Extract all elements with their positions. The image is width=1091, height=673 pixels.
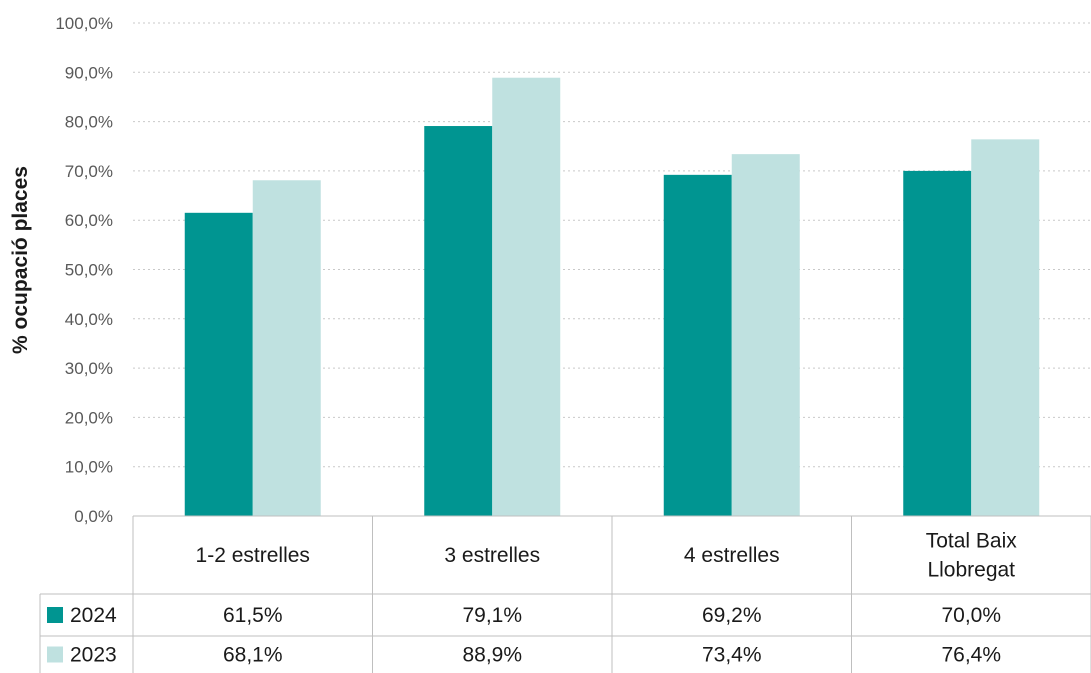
bar-2023-4	[971, 139, 1040, 516]
x-category-label: 3 estrelles	[444, 544, 540, 567]
data-label-2023: 68,1%	[223, 644, 283, 667]
y-tick-label: 90,0%	[65, 63, 113, 82]
legend-label-2024: 2024	[70, 604, 117, 627]
bar-2024-4	[903, 170, 972, 516]
data-label-2023: 88,9%	[462, 644, 522, 667]
y-tick-label: 70,0%	[65, 162, 113, 181]
bar-2023-3	[731, 154, 800, 516]
data-label-2023: 76,4%	[941, 644, 1001, 667]
y-tick-label: 0,0%	[74, 507, 113, 526]
data-table: 1-2 estrelles 3 estrelles 4 estrelles Total…	[39, 515, 1091, 673]
x-category-label: Llobregat	[927, 559, 1015, 582]
data-label-2024: 69,2%	[702, 604, 762, 627]
legend-swatch-2024	[47, 607, 63, 623]
y-tick-label: 50,0%	[65, 261, 113, 280]
legend-label-2023: 2023	[70, 644, 117, 667]
data-label-2024: 70,0%	[941, 604, 1001, 627]
x-category-label: 1-2 estrelles	[196, 544, 310, 567]
y-tick-label: 20,0%	[65, 408, 113, 427]
x-category-label: 4 estrelles	[684, 544, 780, 567]
y-tick-label: 60,0%	[65, 211, 113, 230]
bar-2023-2	[492, 77, 561, 517]
y-tick-label: 80,0%	[65, 113, 113, 132]
x-category-label: Total Baix	[926, 530, 1018, 553]
data-label-2024: 79,1%	[462, 604, 522, 627]
y-tick-label: 30,0%	[65, 359, 113, 378]
y-axis-label: % ocupació places	[9, 166, 32, 354]
data-label-2023: 73,4%	[702, 644, 762, 667]
bars	[184, 77, 1040, 517]
data-label-2024: 61,5%	[223, 604, 283, 627]
y-tick-label: 10,0%	[65, 458, 113, 477]
bar-2024-2	[424, 126, 493, 517]
bar-2023-1	[252, 180, 321, 516]
bar-2024-3	[663, 174, 732, 516]
y-tick-label: 40,0%	[65, 310, 113, 329]
y-axis-ticks: 0,0% 10,0% 20,0% 30,0% 40,0% 50,0% 60,0% 70,0% 8…	[55, 14, 113, 526]
bar-2024-1	[184, 212, 253, 516]
y-tick-label: 100,0%	[55, 14, 113, 33]
legend-swatch-2023	[47, 646, 63, 663]
